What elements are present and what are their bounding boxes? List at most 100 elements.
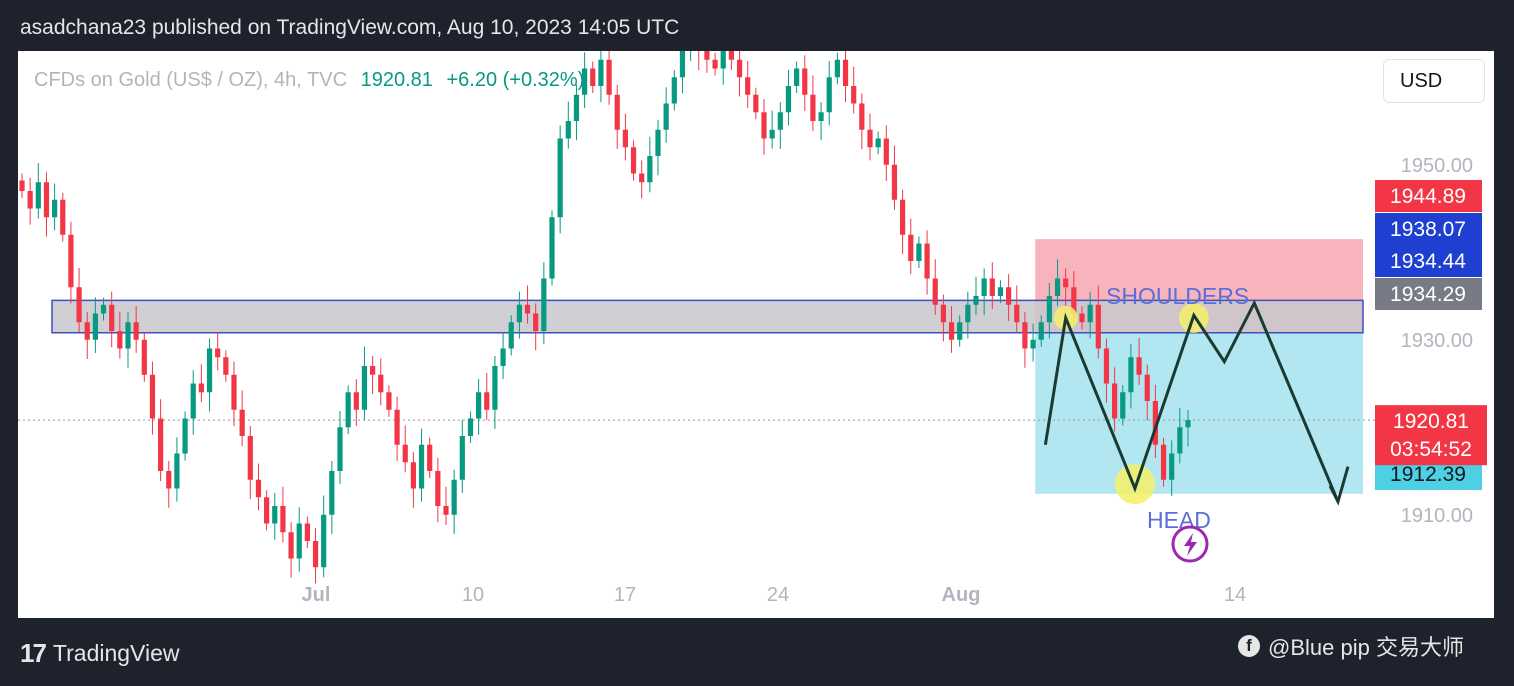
candle-body — [1022, 322, 1028, 349]
price-tag-zone-bottom — [1375, 278, 1482, 310]
candle-body — [272, 506, 278, 524]
price-chart[interactable]: SHOULDERS HEAD 1950.00 1930.00 1910.00 1944.8… — [18, 51, 1494, 618]
candle-body — [573, 94, 580, 121]
resistance-zone — [51, 299, 1364, 334]
candle-body — [125, 322, 131, 349]
candle-body — [117, 331, 123, 349]
y-tick-label: 1950.00 — [1401, 155, 1473, 177]
candle-body — [76, 287, 82, 323]
candle-body — [777, 112, 783, 130]
candle-body — [1030, 339, 1036, 349]
x-tick-label: 14 — [1224, 584, 1246, 606]
projection-arrow-head — [1328, 466, 1350, 506]
candle-body — [451, 479, 457, 515]
candle-body — [500, 348, 506, 366]
candle-body — [916, 243, 922, 261]
candle-body — [997, 287, 1004, 296]
candle-body — [60, 199, 66, 235]
candle-body — [1063, 278, 1069, 288]
candle-body — [1095, 304, 1101, 349]
candle-body — [598, 59, 604, 86]
candle-body — [1185, 420, 1191, 428]
candle-body — [206, 348, 213, 393]
candle-body — [1136, 357, 1142, 375]
candle-body — [19, 180, 25, 191]
candle-body — [312, 541, 319, 568]
candle-body — [100, 304, 107, 314]
candle-body — [785, 86, 792, 113]
candle-body — [370, 366, 376, 375]
candle-body — [720, 51, 726, 69]
candle-body — [141, 339, 147, 375]
candle-body — [484, 392, 490, 410]
candle-body — [655, 129, 661, 156]
price-tag-zone-top — [1375, 245, 1482, 277]
candle-body — [288, 532, 294, 559]
candle-body — [745, 77, 751, 95]
publish-caption: asadchana23 published on TradingView.com… — [20, 16, 680, 39]
candle-body — [712, 59, 718, 69]
candle-body — [606, 59, 612, 95]
candle-body — [43, 182, 50, 218]
candle-body — [435, 471, 441, 506]
candle-body — [630, 147, 637, 174]
candle-body — [965, 304, 971, 323]
candle-body — [345, 392, 351, 428]
candle-body — [753, 94, 759, 113]
tv-logo-icon: 17 — [20, 638, 47, 668]
candle-body — [247, 436, 253, 480]
candle-body — [932, 278, 938, 305]
candle-body — [826, 77, 832, 113]
candle-body — [802, 68, 808, 95]
candle-body — [158, 418, 164, 471]
annotation-head: HEAD — [1147, 507, 1211, 533]
candle-body — [149, 374, 156, 419]
candle-body — [794, 68, 800, 86]
currency-button[interactable]: USD — [1383, 59, 1485, 103]
candle-body — [1160, 444, 1167, 480]
candle-body — [467, 418, 474, 436]
candle-body — [957, 322, 963, 340]
candle-body — [296, 523, 302, 559]
candle-body — [1046, 296, 1052, 323]
candle-body — [639, 173, 645, 183]
candle-body — [166, 471, 172, 489]
candle-body — [891, 164, 898, 200]
chart-frame[interactable]: CFDs on Gold (US$ / OZ), 4h, TVC 1920.81… — [18, 51, 1494, 618]
candle-body — [647, 156, 653, 183]
candle-body — [329, 471, 335, 515]
candle-body — [541, 278, 547, 331]
candle-body — [614, 94, 620, 130]
target-zone — [1035, 332, 1363, 494]
legend-price: 1920.81 — [360, 69, 433, 91]
candle-body — [622, 129, 628, 148]
price-tag-label-target: 1912.39 — [1390, 463, 1466, 486]
candle-body — [190, 383, 196, 419]
candle-body — [215, 348, 221, 358]
candle-body — [174, 453, 180, 489]
candle-body — [851, 86, 857, 104]
candle-body — [402, 444, 408, 463]
candle-body — [1079, 313, 1085, 323]
lightning-icon-bolt — [1184, 533, 1197, 556]
candle-body — [663, 103, 669, 130]
candle-body — [859, 103, 865, 130]
candle-body — [133, 322, 139, 340]
candle-body — [92, 313, 98, 340]
candle-body — [533, 313, 539, 331]
projection-path — [1043, 299, 1340, 503]
candle-body — [671, 77, 677, 104]
candle-body — [109, 304, 115, 331]
candles — [19, 51, 1191, 584]
candle-body — [418, 444, 425, 489]
candle-body — [1177, 427, 1183, 454]
symbol-label: CFDs on Gold (US$ / OZ), 4h, TVC — [34, 69, 348, 91]
candle-body — [304, 523, 310, 541]
candle-body — [981, 278, 987, 296]
candle-body — [239, 409, 245, 436]
price-tag-entry — [1375, 213, 1482, 245]
tradingview-logo: 17 TradingView — [20, 638, 180, 669]
candle-body — [386, 392, 392, 410]
candle-body — [769, 129, 775, 139]
candle-body — [223, 357, 229, 375]
